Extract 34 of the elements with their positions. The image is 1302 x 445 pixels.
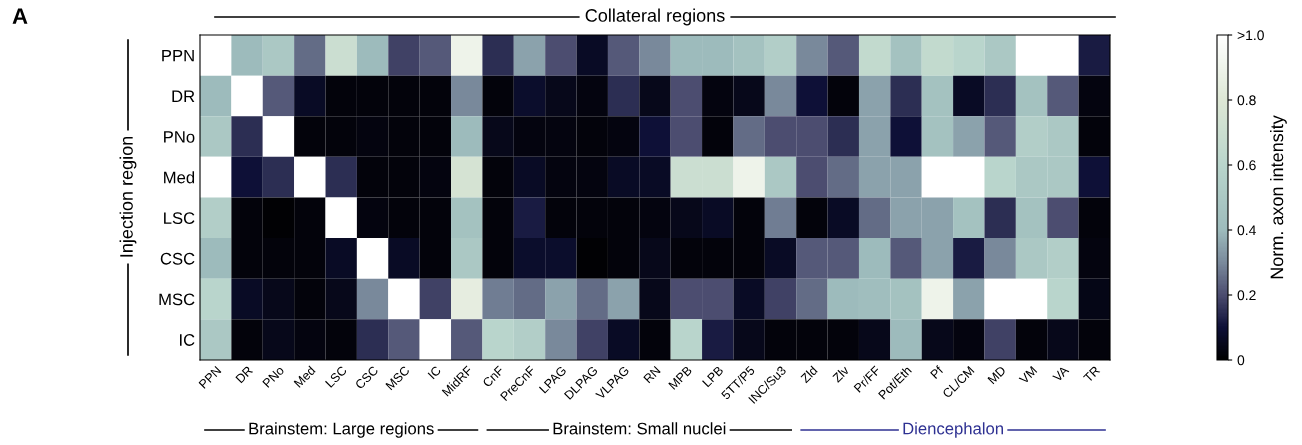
- x-tick-label: Pf: [929, 364, 944, 379]
- y-tick-label: Med: [164, 171, 195, 184]
- y-tick-label: PNo: [164, 131, 195, 143]
- color-bar-label: 0.6: [1237, 160, 1256, 171]
- x-tick-label: RN: [643, 365, 661, 384]
- text: Diencephalon: [903, 422, 1003, 438]
- y-tick-label: MSC: [159, 293, 195, 306]
- y-tick-label: LSC: [164, 212, 195, 225]
- x-tick-label: VA: [1052, 365, 1070, 383]
- x-tick-label: Zlv: [831, 364, 850, 383]
- x-tick-label: DR: [235, 365, 254, 384]
- x-tick-label: CnF: [482, 365, 505, 388]
- text: Brainstem: Large regions: [249, 422, 434, 438]
- y-tick-label: IC: [180, 334, 195, 346]
- color-bar-title: Norm. axon intensity: [1270, 115, 1287, 279]
- x-tick-label: IC: [427, 365, 442, 380]
- y-axis-title: Injection region: [119, 136, 137, 257]
- text: Brainstem: Small nuclei: [553, 422, 726, 435]
- text: A: [12, 8, 28, 24]
- y-tick-label: DR: [172, 90, 195, 102]
- color-bar-label: 0.4: [1237, 225, 1256, 236]
- y-tick-label: CSC: [160, 252, 195, 265]
- x-tick-label: VM: [1018, 365, 1038, 385]
- x-tick-label: Zld: [799, 365, 818, 384]
- x-axis-title: Collateral regions: [585, 8, 725, 26]
- x-tick-label: LPB: [702, 365, 724, 388]
- color-bar-label: 0: [1237, 355, 1245, 366]
- color-bar-label: >1.0: [1237, 30, 1264, 41]
- x-tick-label: TR: [1083, 365, 1101, 383]
- x-tick-label: MD: [987, 365, 1007, 385]
- x-tick-label: PNo: [262, 365, 285, 388]
- color-bar-label: 0.8: [1237, 95, 1256, 106]
- color-bar-label: 0.2: [1237, 290, 1256, 301]
- y-tick-label: PPN: [162, 49, 194, 62]
